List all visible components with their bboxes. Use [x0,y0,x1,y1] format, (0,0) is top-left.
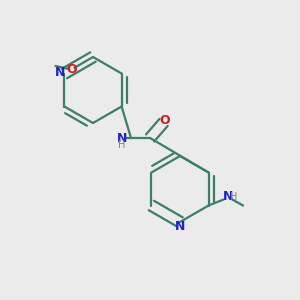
Text: N: N [117,131,128,145]
Text: N: N [55,65,66,79]
Text: O: O [160,114,170,128]
Text: H: H [118,140,126,150]
Text: H: H [230,191,237,202]
Text: N: N [223,190,233,203]
Text: O: O [67,62,77,76]
Text: N: N [175,220,185,233]
